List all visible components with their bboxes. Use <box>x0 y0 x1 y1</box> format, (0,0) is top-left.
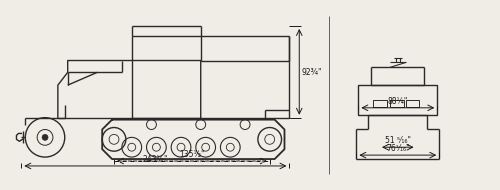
Circle shape <box>42 134 48 140</box>
Bar <box>406 100 419 107</box>
Text: 243½": 243½" <box>142 155 168 164</box>
Text: 92¾": 92¾" <box>301 68 322 77</box>
Text: 51 ⁵⁄₁₆": 51 ⁵⁄₁₆" <box>385 136 411 145</box>
Bar <box>373 100 387 107</box>
Text: 135½": 135½" <box>179 150 204 159</box>
Bar <box>390 100 404 107</box>
Text: 76¹⁄₁₆": 76¹⁄₁₆" <box>386 144 409 153</box>
Text: 88¼": 88¼" <box>388 97 408 106</box>
Bar <box>358 85 437 115</box>
